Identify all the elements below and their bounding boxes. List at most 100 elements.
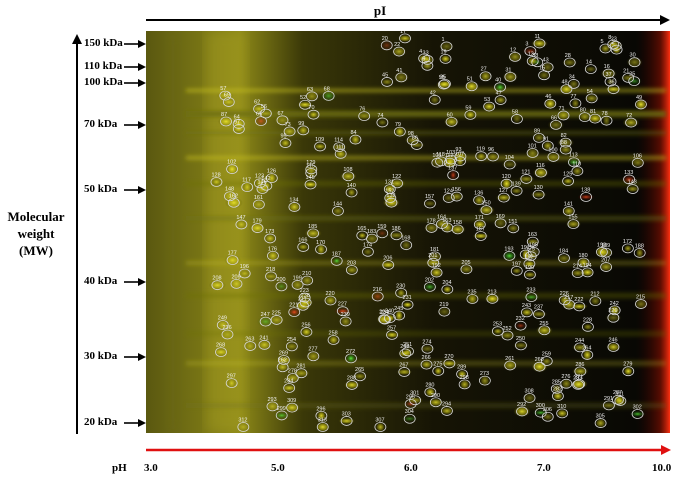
spot-circle[interactable] <box>480 205 493 215</box>
spot-circle[interactable] <box>607 84 620 95</box>
spot-circle[interactable] <box>305 164 318 175</box>
spot-circle[interactable] <box>210 177 223 187</box>
spot-circle[interactable] <box>473 219 486 230</box>
spot-circle[interactable] <box>516 406 528 417</box>
spot-circle[interactable] <box>604 76 617 87</box>
spot-circle[interactable] <box>443 157 456 168</box>
spot-circle[interactable] <box>382 260 395 270</box>
spot-circle[interactable] <box>254 178 266 189</box>
spot-circle[interactable] <box>447 170 460 181</box>
spot-circle[interactable] <box>527 247 540 257</box>
spot-circle[interactable] <box>603 400 615 411</box>
spot-circle[interactable] <box>550 383 563 394</box>
spot-circle[interactable] <box>381 77 393 87</box>
spot-circle[interactable] <box>279 138 292 148</box>
spot-circle[interactable] <box>491 326 504 337</box>
spot-circle[interactable] <box>560 84 573 95</box>
spot-circle[interactable] <box>333 142 346 153</box>
spot-circle[interactable] <box>399 348 412 359</box>
spot-circle[interactable] <box>523 393 536 403</box>
spot-circle[interactable] <box>573 301 586 312</box>
spot-circle[interactable] <box>421 343 434 354</box>
spot-circle[interactable] <box>541 411 554 422</box>
spot-circle[interactable] <box>458 379 471 390</box>
spot-circle[interactable] <box>594 418 607 428</box>
spot-circle[interactable] <box>589 113 601 124</box>
spot-circle[interactable] <box>487 151 499 162</box>
spot-circle[interactable] <box>286 373 299 383</box>
spot-circle[interactable] <box>428 94 441 105</box>
spot-circle[interactable] <box>291 280 304 290</box>
spot-circle[interactable] <box>399 33 411 44</box>
spot-circle[interactable] <box>525 292 538 303</box>
spot-circle[interactable] <box>345 265 358 275</box>
spot-circle[interactable] <box>277 355 290 365</box>
spot-circle[interactable] <box>330 255 343 266</box>
spot-circle[interactable] <box>439 78 451 89</box>
spot-circle[interactable] <box>430 267 443 278</box>
spot-circle[interactable] <box>560 378 573 389</box>
spot-circle[interactable] <box>533 309 545 319</box>
spot-circle[interactable] <box>376 117 389 128</box>
spot-circle[interactable] <box>260 180 273 191</box>
spot-circle[interactable] <box>374 422 387 432</box>
spot-circle[interactable] <box>519 249 532 260</box>
spot-circle[interactable] <box>509 51 521 62</box>
spot-circle[interactable] <box>386 329 398 340</box>
spot-circle[interactable] <box>541 62 554 73</box>
spot-circle[interactable] <box>216 320 229 330</box>
spot-circle[interactable] <box>567 79 580 89</box>
spot-circle[interactable] <box>232 124 245 134</box>
spot-circle[interactable] <box>235 219 248 230</box>
spot-circle[interactable] <box>540 356 553 366</box>
spot-circle[interactable] <box>306 91 318 102</box>
spot-circle[interactable] <box>473 195 486 206</box>
spot-circle[interactable] <box>251 223 264 233</box>
spot-circle[interactable] <box>572 379 584 390</box>
spot-circle[interactable] <box>385 197 398 208</box>
spot-circle[interactable] <box>301 275 314 286</box>
spot-circle[interactable] <box>607 312 620 323</box>
spot-circle[interactable] <box>497 192 510 203</box>
spot-circle[interactable] <box>304 179 317 190</box>
spot-circle[interactable] <box>238 268 251 279</box>
spot-circle[interactable] <box>464 109 477 120</box>
spot-circle[interactable] <box>510 265 523 276</box>
spot-circle[interactable] <box>227 197 240 208</box>
spot-circle[interactable] <box>582 321 594 332</box>
spot-circle[interactable] <box>275 410 288 421</box>
spot-circle[interactable] <box>252 199 265 210</box>
spot-circle[interactable] <box>288 307 301 318</box>
spot-circle[interactable] <box>580 192 592 202</box>
spot-circle[interactable] <box>558 295 571 306</box>
spot-circle[interactable] <box>424 198 436 209</box>
spot-circle[interactable] <box>244 341 257 351</box>
spot-circle[interactable] <box>393 126 406 137</box>
spot-circle[interactable] <box>358 111 371 122</box>
spot-circle[interactable] <box>300 327 313 337</box>
spot-circle[interactable] <box>526 148 539 158</box>
spot-circle[interactable] <box>354 371 366 382</box>
spot-circle[interactable] <box>423 281 436 292</box>
spot-circle[interactable] <box>299 297 312 308</box>
spot-circle[interactable] <box>475 151 488 162</box>
spot-circle[interactable] <box>327 335 340 345</box>
spot-circle[interactable] <box>255 116 267 126</box>
spot-circle[interactable] <box>465 81 478 92</box>
spot-circle[interactable] <box>612 394 624 405</box>
spot-circle[interactable] <box>429 397 442 408</box>
spot-circle[interactable] <box>584 64 597 75</box>
spot-circle[interactable] <box>563 57 576 68</box>
spot-circle[interactable] <box>275 281 288 292</box>
spot-circle[interactable] <box>622 366 635 377</box>
spot-circle[interactable] <box>307 351 320 362</box>
spot-circle[interactable] <box>600 247 612 258</box>
spot-circle[interactable] <box>345 187 358 198</box>
spot-circle[interactable] <box>562 206 575 216</box>
spot-circle[interactable] <box>376 228 389 239</box>
spot-circle[interactable] <box>625 117 637 128</box>
spot-circle[interactable] <box>379 314 391 325</box>
spot-circle[interactable] <box>559 144 572 155</box>
spot-circle[interactable] <box>562 176 574 186</box>
spot-circle[interactable] <box>574 366 587 377</box>
